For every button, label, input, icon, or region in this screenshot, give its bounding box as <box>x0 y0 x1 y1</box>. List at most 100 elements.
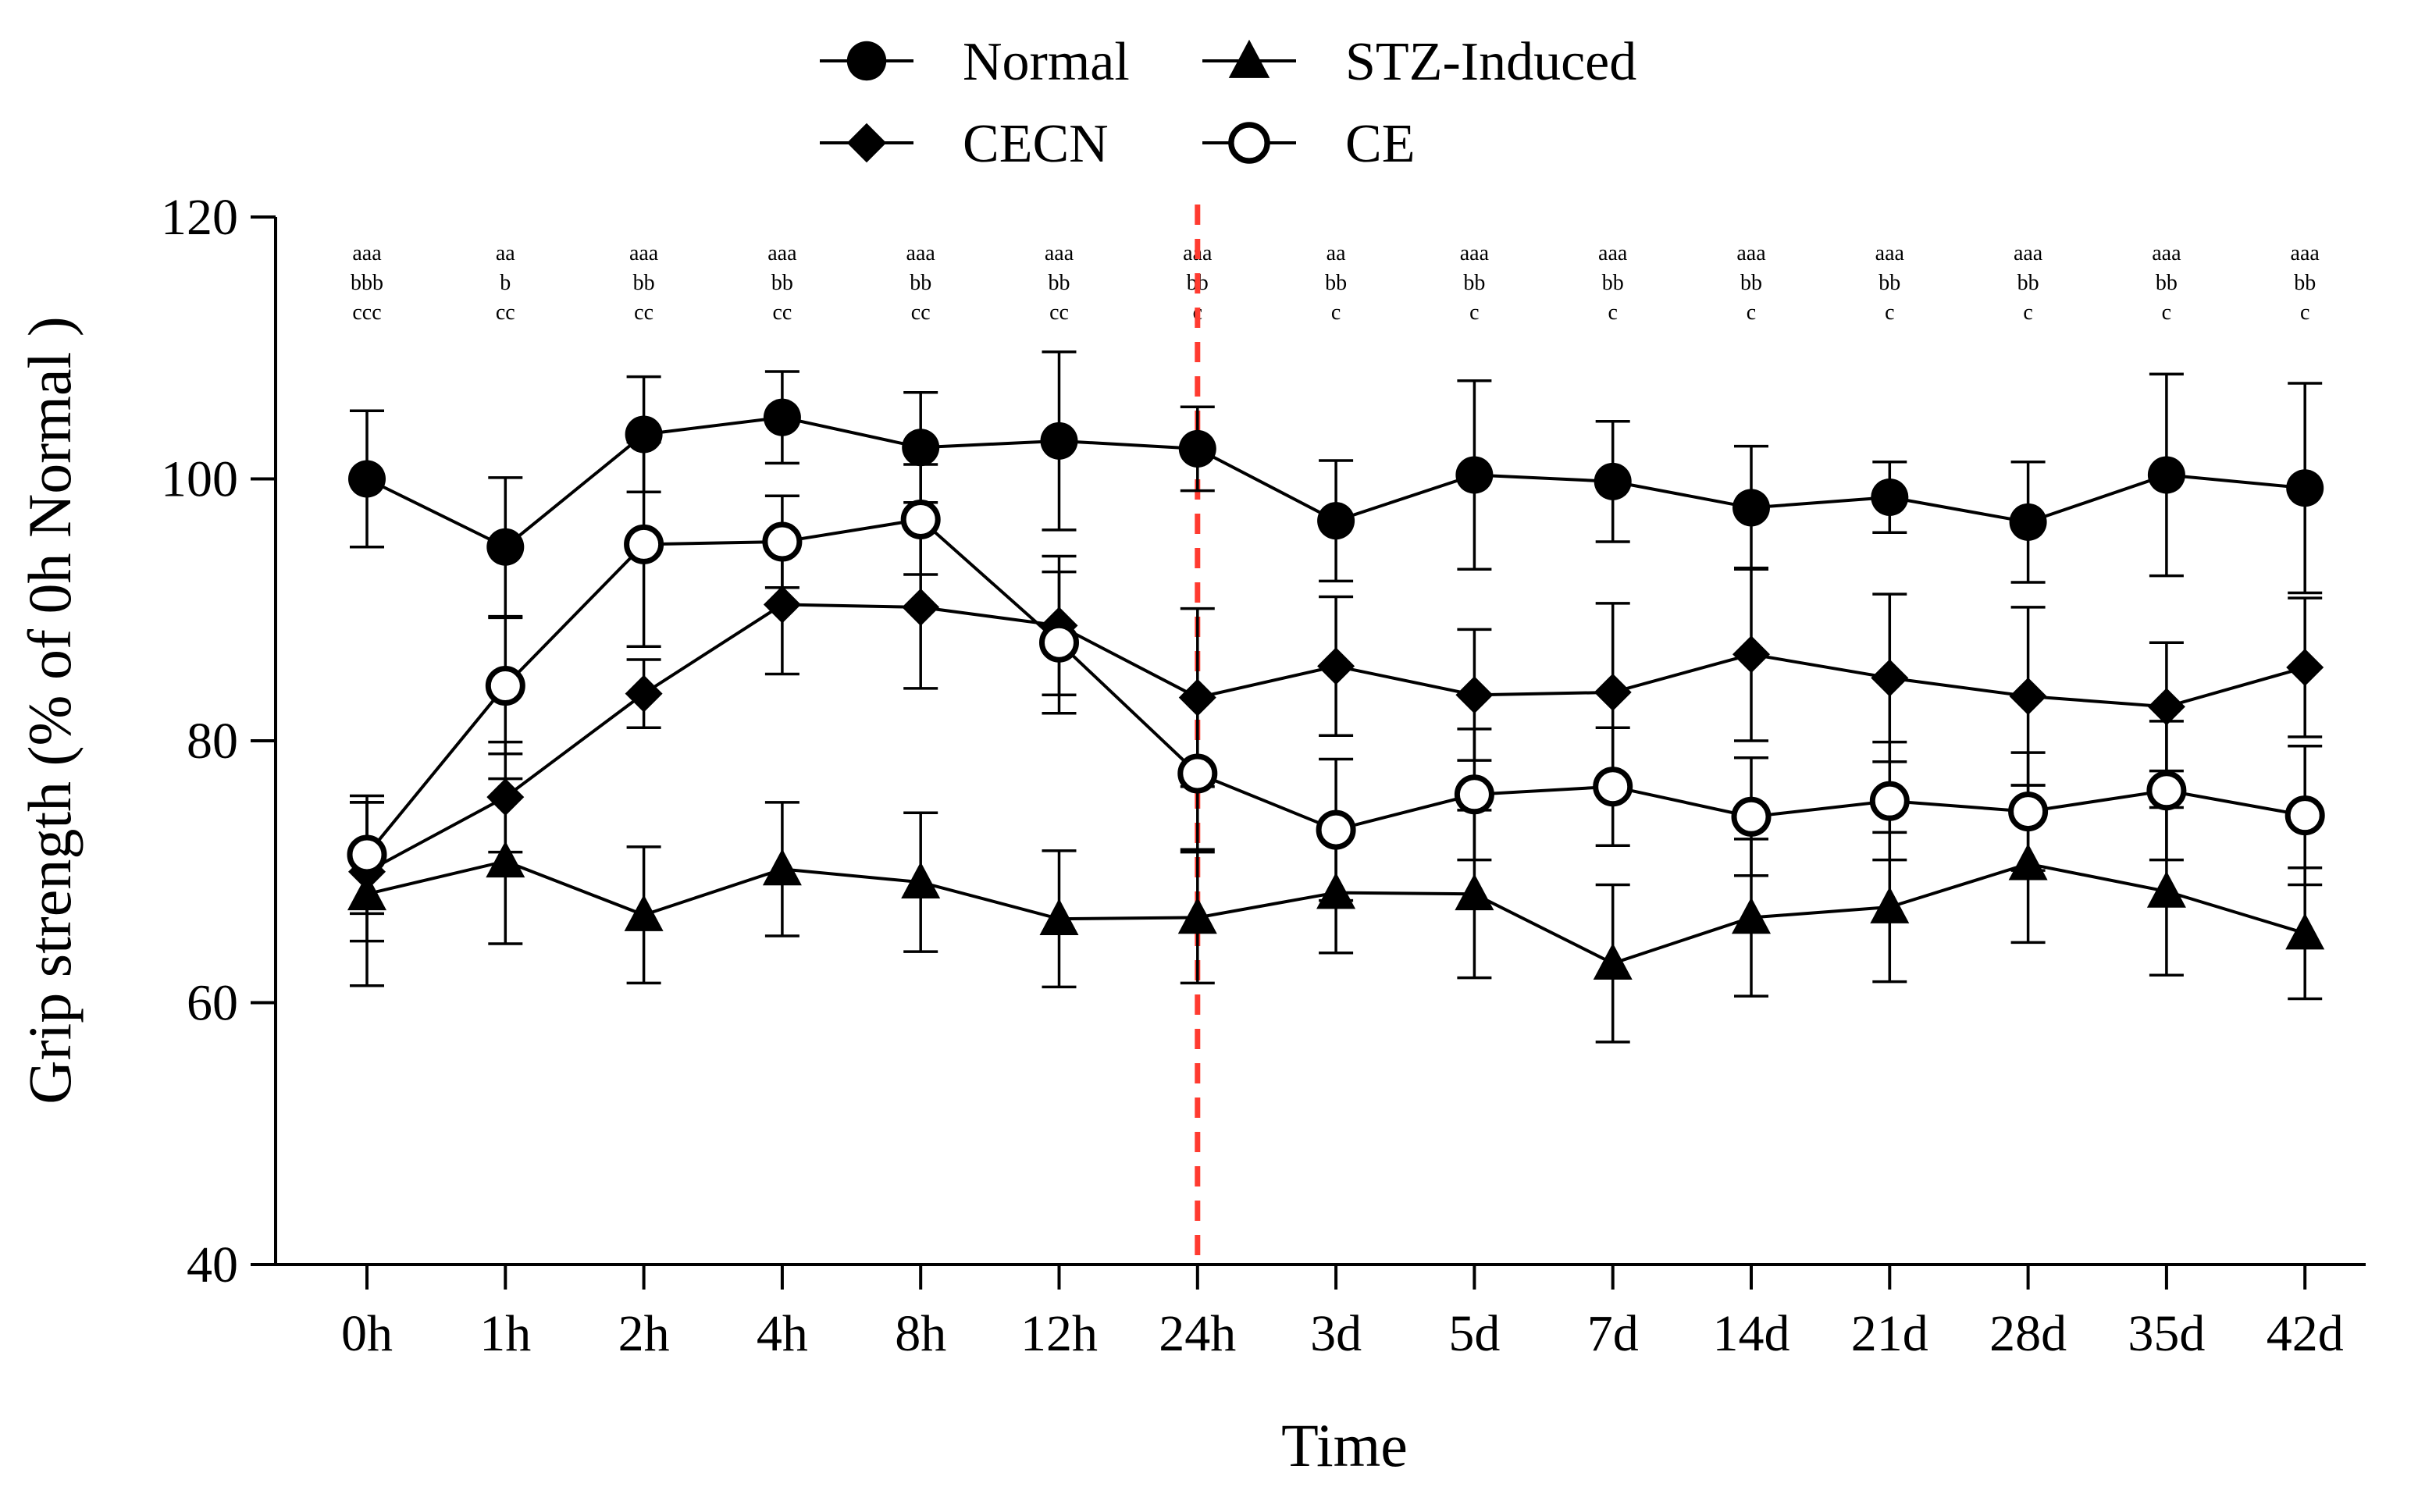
data-point <box>486 841 525 878</box>
significance-annotation: bb <box>910 271 931 295</box>
x-tick-label: 21d <box>1851 1305 1928 1362</box>
data-point <box>1870 887 1910 923</box>
significance-annotations: aaabbbcccaabccaaabbccaaabbccaaabbccaaabb… <box>351 241 2320 325</box>
data-point <box>1455 676 1494 714</box>
x-tick-label: 12h <box>1020 1305 1098 1362</box>
significance-annotation: bb <box>1878 271 1900 295</box>
data-point <box>763 585 801 624</box>
data-point <box>2146 770 2187 811</box>
y-tick-label: 100 <box>161 451 238 508</box>
data-point <box>900 500 941 540</box>
data-point <box>846 41 887 81</box>
data-point <box>2285 913 2325 950</box>
data-point <box>1178 678 1216 717</box>
significance-annotation: c <box>2162 301 2171 325</box>
data-point <box>2009 503 2047 541</box>
x-tick-label: 3d <box>1310 1305 1362 1362</box>
legend-label: CE <box>1345 114 1415 174</box>
data-point <box>486 778 525 816</box>
data-point <box>1177 753 1218 794</box>
significance-annotation: aaa <box>629 241 659 265</box>
data-point <box>1593 943 1633 980</box>
data-point <box>1869 781 1910 821</box>
series-cecn <box>348 585 2324 891</box>
significance-annotation: c <box>1331 301 1341 325</box>
significance-annotation: aaa <box>1736 241 1766 265</box>
data-point <box>2147 456 2185 494</box>
legend-label: CECN <box>963 114 1109 174</box>
data-point <box>1228 39 1270 78</box>
significance-annotation: bb <box>1325 271 1347 295</box>
data-point <box>846 123 887 163</box>
significance-annotation: cc <box>496 301 515 325</box>
data-point <box>2008 843 2048 881</box>
significance-annotation: aaa <box>1875 241 1905 265</box>
significance-annotation: cc <box>772 301 792 325</box>
data-point <box>901 862 941 898</box>
data-point <box>2286 469 2324 507</box>
data-point <box>347 834 387 875</box>
legend-item-ce: CE <box>1202 114 1415 174</box>
x-tick-label: 35d <box>2128 1305 2205 1362</box>
series-ce <box>347 500 2325 875</box>
data-point <box>1731 796 1772 837</box>
x-tick-label: 28d <box>1989 1305 2067 1362</box>
data-point <box>1455 456 1494 494</box>
x-axis-label: Time <box>1281 1411 1408 1479</box>
x-tick-label: 4h <box>757 1305 808 1362</box>
significance-annotation: c <box>2023 301 2032 325</box>
y-tick-label: 80 <box>187 713 238 770</box>
significance-annotation: bb <box>771 271 793 295</box>
significance-annotation: b <box>500 271 511 295</box>
data-point <box>1317 502 1355 540</box>
significance-annotation: bb <box>2294 271 2316 295</box>
data-point <box>1177 897 1217 934</box>
significance-annotation: aaa <box>2291 241 2320 265</box>
data-point <box>1871 478 1909 516</box>
y-tick-label: 40 <box>187 1236 238 1293</box>
significance-annotation: c <box>1608 301 1617 325</box>
significance-annotation: aaa <box>2014 241 2043 265</box>
axes: 40 60 80 100 120 0h 1h 2h 4h 8h 12h 24h 3d 5d 7d 14d 21d… <box>161 189 2366 1362</box>
significance-annotation: bb <box>1463 271 1485 295</box>
data-point <box>1594 673 1632 711</box>
data-point <box>1455 873 1494 911</box>
series-stz-induced <box>347 841 2325 980</box>
significance-annotation: aaa <box>767 241 797 265</box>
significance-annotation: cc <box>1049 301 1069 325</box>
data-point <box>1454 774 1494 815</box>
data-point <box>902 429 940 467</box>
significance-annotation: aa <box>1327 241 1346 265</box>
significance-annotation: c <box>2300 301 2309 325</box>
data-point <box>486 528 525 566</box>
significance-annotation: bbb <box>351 271 383 295</box>
significance-annotation: c <box>1469 301 1479 325</box>
x-tick-label: 0h <box>341 1305 393 1362</box>
x-tick-label: 1h <box>479 1305 531 1362</box>
x-tick-label: 8h <box>895 1305 946 1362</box>
data-point <box>1039 622 1079 663</box>
data-point <box>1732 635 1770 674</box>
significance-annotation: aaa <box>1045 241 1074 265</box>
legend-label: STZ-Induced <box>1345 32 1636 92</box>
data-point <box>624 895 664 931</box>
legend: Normal STZ-Induced CECN CE <box>820 32 1636 174</box>
data-point <box>1871 659 1909 697</box>
data-point <box>763 398 801 436</box>
x-tick-label: 42d <box>2267 1305 2344 1362</box>
significance-annotation: c <box>1747 301 1756 325</box>
data-point <box>625 415 663 454</box>
significance-annotation: aa <box>496 241 515 265</box>
significance-annotation: aaa <box>1598 241 1628 265</box>
data-point <box>485 666 525 706</box>
x-tick-label: 14d <box>1713 1305 1790 1362</box>
y-tick-label: 60 <box>187 975 238 1032</box>
significance-annotation: cc <box>634 301 653 325</box>
data-point <box>1228 122 1270 164</box>
data-point <box>1178 429 1216 468</box>
legend-item-cecn: CECN <box>820 114 1109 174</box>
data-point <box>1039 898 1079 935</box>
data-point <box>347 873 386 911</box>
